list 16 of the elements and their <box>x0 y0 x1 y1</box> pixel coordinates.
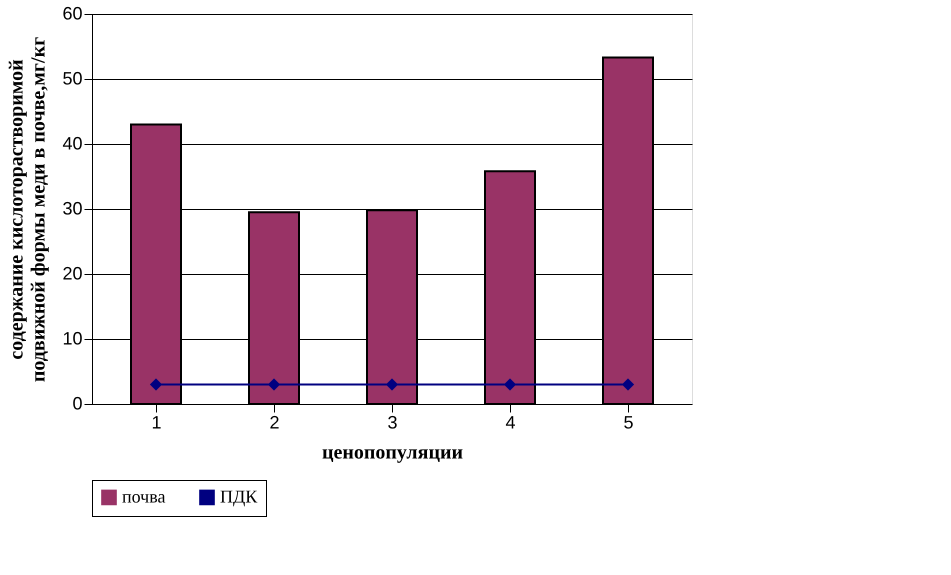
y-tick-label: 40 <box>62 134 82 154</box>
y-tick-label: 60 <box>62 4 82 24</box>
y-tick-label: 10 <box>62 328 82 348</box>
x-tick-label: 5 <box>623 412 634 432</box>
y-tick-label: 0 <box>72 394 82 414</box>
x-axis-title: ценопопуляции <box>322 442 464 464</box>
y-tick-label: 20 <box>62 264 82 284</box>
y-tick-label: 30 <box>62 198 82 218</box>
y-tick-label: 50 <box>62 68 82 88</box>
x-tick-label: 2 <box>269 412 280 432</box>
legend-label: ПДК <box>220 486 258 506</box>
legend-label: почва <box>122 486 166 506</box>
x-tick-label: 4 <box>505 412 516 432</box>
x-tick-label: 1 <box>151 412 162 432</box>
x-tick-label: 3 <box>387 412 398 432</box>
y-axis-title: содержание кислоторастворимой подвижной формы меди в почве,мг/кг <box>5 36 50 382</box>
